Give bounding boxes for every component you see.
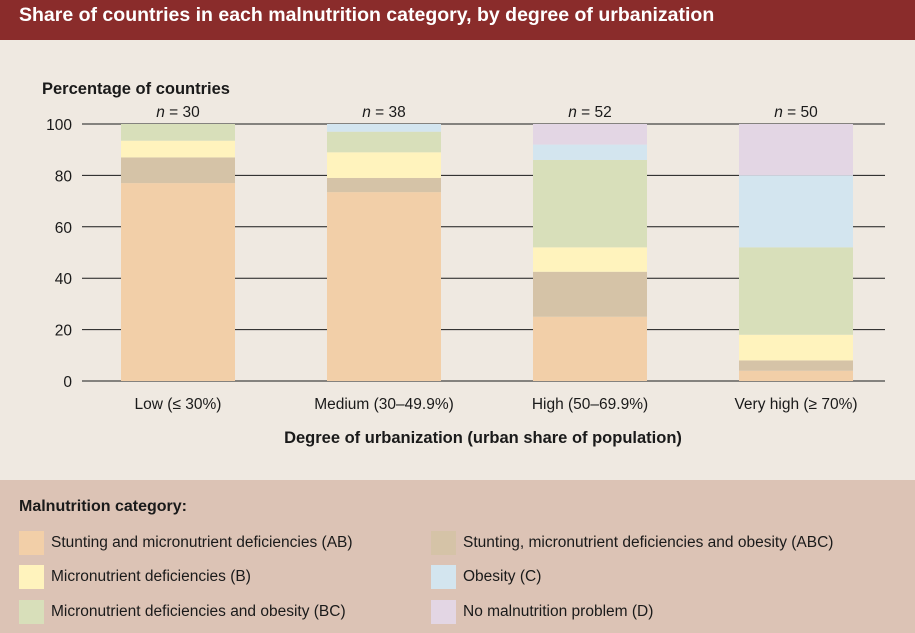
bar-segment-0-3 (121, 124, 235, 141)
y-tick-label-40: 40 (55, 271, 73, 288)
legend: Malnutrition category: Stunting and micr… (0, 480, 915, 633)
n-label-1: n = 38 (362, 104, 406, 121)
x-tick-labels: Low (≤ 30%) Medium (30–49.9%) High (50–69.… (135, 396, 858, 413)
n-label-0: n = 30 (156, 104, 200, 121)
legend-swatch-bc (19, 600, 44, 624)
bar-segment-1-0 (327, 192, 441, 381)
bar-segment-1-4 (327, 124, 441, 132)
x-tick-label-2: High (50–69.9%) (532, 396, 648, 413)
x-tick-label-0: Low (≤ 30%) (135, 396, 222, 413)
y-tick-label-60: 60 (55, 220, 73, 237)
chart-title: Share of countries in each malnutrition … (0, 0, 915, 40)
legend-item-abc: Stunting, micronutrient deficiencies and… (431, 531, 833, 555)
legend-label-b: Micronutrient deficiencies (B) (51, 568, 251, 585)
legend-item-d: No malnutrition problem (D) (431, 600, 653, 624)
bar-segment-3-1 (739, 360, 853, 371)
legend-label-abc: Stunting, micronutrient deficiencies and… (463, 534, 834, 551)
bar-segment-0-0 (121, 183, 235, 381)
legend-swatch-b (19, 565, 44, 589)
legend-swatch-d (431, 600, 456, 624)
stacked-bar-chart: 0 20 40 60 80 100 Low (≤ 30%) Medium (30–49.9%… (42, 80, 885, 447)
bars (121, 124, 853, 381)
bar-segment-3-2 (739, 334, 853, 361)
bar-segment-1-2 (327, 152, 441, 178)
bar-segment-3-0 (739, 370, 853, 381)
legend-title: Malnutrition category: (19, 498, 188, 515)
y-tick-label-0: 0 (63, 374, 72, 391)
bar-segment-1-3 (327, 131, 441, 153)
x-tick-label-1: Medium (30–49.9%) (314, 396, 454, 413)
bar-segment-2-5 (533, 124, 647, 145)
bar-segment-0-1 (121, 157, 235, 184)
bar-segment-2-3 (533, 159, 647, 248)
bar-segment-2-1 (533, 271, 647, 317)
legend-label-ab: Stunting and micronutrient deficiencies … (51, 534, 353, 551)
bar-segment-0-2 (121, 140, 235, 158)
bar-segment-1-1 (327, 177, 441, 193)
y-tick-labels: 0 20 40 60 80 100 (46, 117, 72, 391)
legend-swatch-c (431, 565, 456, 589)
legend-label-bc: Micronutrient deficiencies and obesity (… (51, 603, 346, 620)
legend-swatch-abc (431, 531, 456, 555)
y-tick-label-100: 100 (46, 117, 72, 134)
n-labels: n = 30 n = 38 n = 52 n = 50 (156, 104, 818, 121)
legend-item-bc: Micronutrient deficiencies and obesity (… (19, 600, 346, 624)
bar-segment-2-2 (533, 247, 647, 272)
legend-item-c: Obesity (C) (431, 565, 541, 589)
legend-swatch-ab (19, 531, 44, 555)
bar-segment-2-4 (533, 144, 647, 160)
x-tick-label-3: Very high (≥ 70%) (734, 396, 857, 413)
bar-segment-3-4 (739, 175, 853, 248)
legend-label-c: Obesity (C) (463, 568, 542, 585)
y-tick-label-80: 80 (55, 168, 73, 185)
y-tick-label-20: 20 (55, 323, 73, 340)
legend-item-b: Micronutrient deficiencies (B) (19, 565, 251, 589)
legend-label-d: No malnutrition problem (D) (463, 603, 654, 620)
legend-item-ab: Stunting and micronutrient deficiencies … (19, 531, 353, 555)
bar-segment-2-0 (533, 316, 647, 381)
x-axis-label: Degree of urbanization (urban share of p… (284, 429, 682, 447)
chart-area: 0 20 40 60 80 100 Low (≤ 30%) Medium (30–49.9%… (0, 40, 915, 480)
n-label-2: n = 52 (568, 104, 612, 121)
bar-segment-3-3 (739, 247, 853, 335)
n-label-3: n = 50 (774, 104, 818, 121)
bar-segment-3-5 (739, 124, 853, 176)
y-axis-label: Percentage of countries (42, 80, 230, 98)
